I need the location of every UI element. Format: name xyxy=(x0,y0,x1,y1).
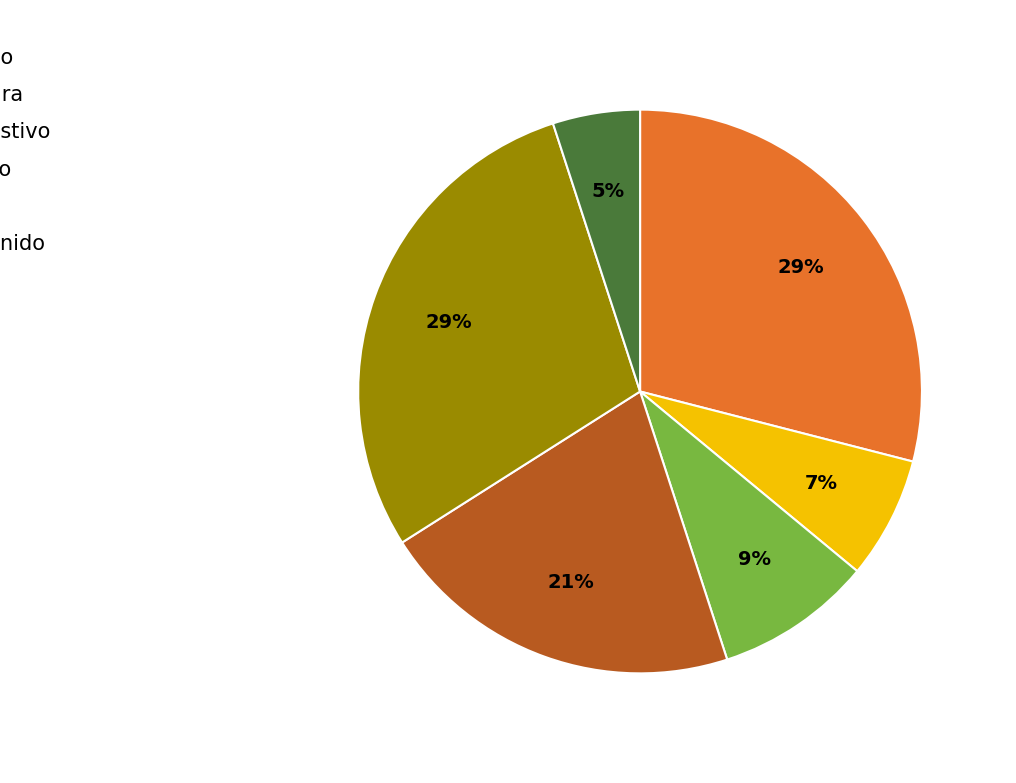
Wedge shape xyxy=(402,392,727,673)
Text: 29%: 29% xyxy=(426,313,472,332)
Text: 29%: 29% xyxy=(777,258,824,276)
Wedge shape xyxy=(640,110,922,462)
Wedge shape xyxy=(553,110,640,392)
Wedge shape xyxy=(640,392,913,571)
Text: 9%: 9% xyxy=(738,550,771,569)
Legend: Herbáceo, Trepadeira, Subarbustivo, Arbustivo, Arbóreo, Não definido: Herbáceo, Trepadeira, Subarbustivo, Arbu… xyxy=(0,35,61,265)
Text: 5%: 5% xyxy=(591,182,625,200)
Text: 21%: 21% xyxy=(548,573,594,592)
Wedge shape xyxy=(359,124,640,543)
Text: 7%: 7% xyxy=(805,474,837,493)
Wedge shape xyxy=(640,392,858,659)
